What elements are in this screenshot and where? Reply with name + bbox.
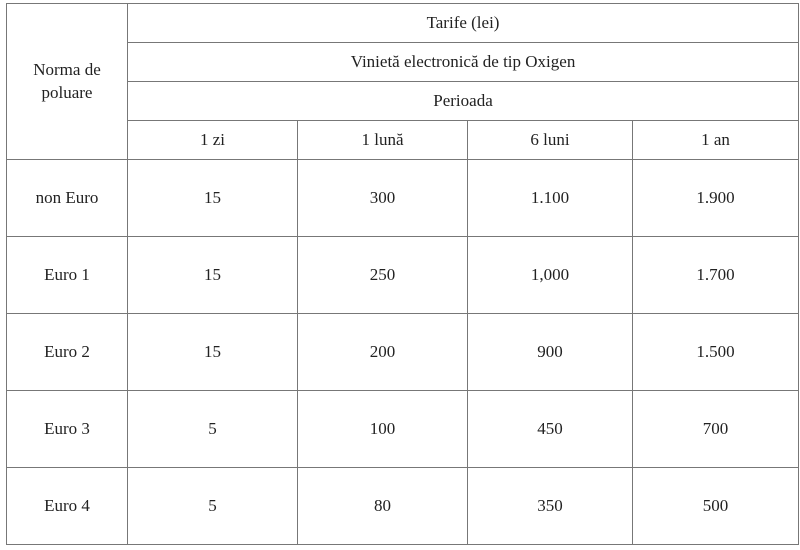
table-row: Euro 2 15 200 900 1.500 <box>6 313 800 391</box>
tariff-value: 250 <box>297 236 468 314</box>
pollution-norm: Euro 1 <box>6 236 128 314</box>
tariff-value: 450 <box>467 390 633 468</box>
tariff-title: Tarife (lei) <box>126 3 800 43</box>
tariff-value: 80 <box>297 467 468 545</box>
tariff-value: 15 <box>127 236 298 314</box>
tariff-value: 900 <box>467 313 633 391</box>
tariff-table: Norma de poluare Tarife (lei) Vinietă el… <box>6 3 800 545</box>
tariff-value: 100 <box>297 390 468 468</box>
period-column-header: 1 an <box>631 120 800 160</box>
tariff-value: 1.100 <box>467 159 633 237</box>
tariff-value: 15 <box>127 159 298 237</box>
tariff-value: 15 <box>127 313 298 391</box>
tariff-value: 1.700 <box>631 236 800 314</box>
period-header: Perioada <box>126 81 800 121</box>
tariff-value: 500 <box>631 467 800 545</box>
pollution-norm: Euro 4 <box>6 467 128 545</box>
tariff-value: 5 <box>127 390 298 468</box>
pollution-norm: non Euro <box>6 159 128 237</box>
tariff-value: 200 <box>297 313 468 391</box>
tariff-value: 700 <box>631 390 800 468</box>
pollution-norm: Euro 3 <box>6 390 128 468</box>
tariff-value: 1,000 <box>467 236 633 314</box>
vignette-type: Vinietă electronică de tip Oxigen <box>126 42 800 82</box>
period-column-header: 1 lună <box>297 120 468 160</box>
tariff-value: 1.500 <box>631 313 800 391</box>
pollution-norm-header: Norma de poluare <box>6 3 128 160</box>
pollution-norm: Euro 2 <box>6 313 128 391</box>
table-row: non Euro 15 300 1.100 1.900 <box>6 159 800 237</box>
period-column-header: 6 luni <box>467 120 633 160</box>
tariff-value: 1.900 <box>631 159 800 237</box>
table-row: Euro 4 5 80 350 500 <box>6 467 800 545</box>
tariff-value: 350 <box>467 467 633 545</box>
tariff-value: 300 <box>297 159 468 237</box>
tariff-value: 5 <box>127 467 298 545</box>
table-row: Euro 3 5 100 450 700 <box>6 390 800 468</box>
table-row: Euro 1 15 250 1,000 1.700 <box>6 236 800 314</box>
period-column-header: 1 zi <box>127 120 298 160</box>
